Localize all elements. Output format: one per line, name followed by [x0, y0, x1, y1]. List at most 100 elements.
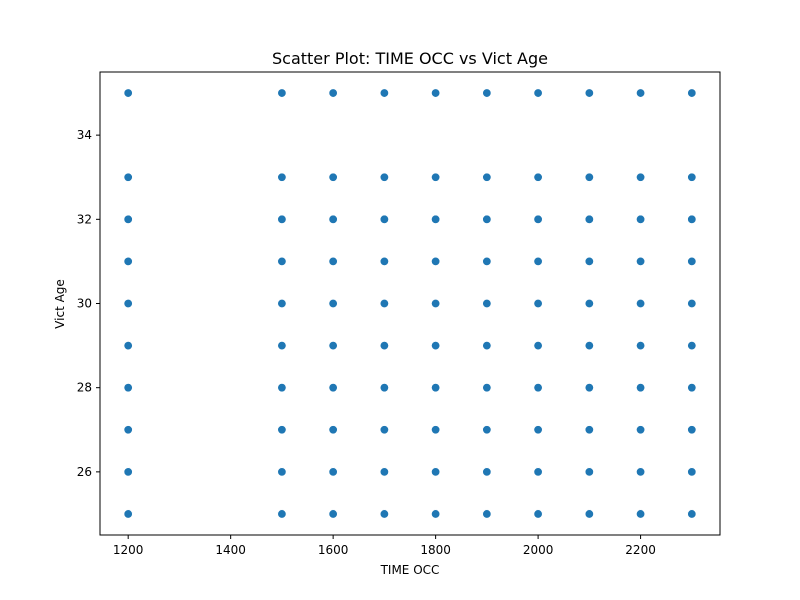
scatter-point: [482, 298, 492, 308]
x-tick-label: 1800: [420, 543, 451, 557]
scatter-point: [379, 88, 389, 98]
scatter-point: [482, 425, 492, 435]
scatter-point: [533, 88, 543, 98]
scatter-point: [379, 298, 389, 308]
scatter-point: [533, 383, 543, 393]
x-tick-label: 1400: [215, 543, 246, 557]
scatter-point: [277, 509, 287, 519]
scatter-point: [533, 172, 543, 182]
scatter-point: [687, 425, 697, 435]
scatter-point: [277, 383, 287, 393]
scatter-point: [584, 425, 594, 435]
scatter-point: [277, 425, 287, 435]
scatter-point: [431, 298, 441, 308]
scatter-point: [277, 298, 287, 308]
scatter-point: [431, 172, 441, 182]
scatter-point: [482, 341, 492, 351]
scatter-point: [687, 509, 697, 519]
scatter-point: [636, 509, 646, 519]
scatter-point: [636, 383, 646, 393]
y-tick-label: 32: [77, 212, 92, 226]
scatter-point: [328, 425, 338, 435]
scatter-point: [277, 88, 287, 98]
scatter-point: [431, 214, 441, 224]
scatter-point: [636, 256, 646, 266]
scatter-point: [328, 256, 338, 266]
scatter-point: [584, 383, 594, 393]
scatter-point: [482, 467, 492, 477]
scatter-point: [277, 341, 287, 351]
x-tick-label: 2000: [523, 543, 554, 557]
scatter-point: [123, 88, 133, 98]
scatter-point: [584, 298, 594, 308]
scatter-point: [533, 341, 543, 351]
scatter-point: [379, 172, 389, 182]
scatter-point: [123, 509, 133, 519]
scatter-point: [123, 298, 133, 308]
x-tick-label: 2200: [625, 543, 656, 557]
scatter-point: [584, 88, 594, 98]
scatter-point: [328, 298, 338, 308]
scatter-point: [687, 298, 697, 308]
scatter-point: [687, 214, 697, 224]
scatter-point: [533, 425, 543, 435]
y-axis-ticks: 26 28 30 32 34: [77, 128, 100, 479]
scatter-point: [533, 256, 543, 266]
scatter-point: [482, 214, 492, 224]
scatter-point: [431, 383, 441, 393]
x-tick-label: 1200: [113, 543, 144, 557]
scatter-point: [328, 88, 338, 98]
scatter-point: [482, 256, 492, 266]
scatter-point: [379, 425, 389, 435]
scatter-point: [636, 298, 646, 308]
scatter-point: [636, 88, 646, 98]
y-tick-label: 26: [77, 465, 92, 479]
scatter-point: [277, 467, 287, 477]
scatter-point: [379, 383, 389, 393]
scatter-point: [431, 425, 441, 435]
scatter-point: [584, 509, 594, 519]
scatter-point: [431, 467, 441, 477]
scatter-point: [482, 172, 492, 182]
scatter-point: [123, 214, 133, 224]
scatter-point: [431, 88, 441, 98]
scatter-point: [584, 172, 594, 182]
scatter-point: [379, 214, 389, 224]
x-tick-label: 1600: [318, 543, 349, 557]
y-tick-label: 30: [77, 297, 92, 311]
scatter-point: [482, 88, 492, 98]
axes-frame: [99, 71, 721, 536]
scatter-point: [687, 383, 697, 393]
scatter-point: [584, 256, 594, 266]
scatter-point: [636, 214, 646, 224]
scatter-point: [687, 256, 697, 266]
scatter-point: [277, 214, 287, 224]
scatter-point: [277, 172, 287, 182]
scatter-point: [123, 383, 133, 393]
scatter-point: [431, 509, 441, 519]
scatter-point: [687, 172, 697, 182]
y-axis-label: Vict Age: [53, 279, 67, 329]
scatter-point: [431, 341, 441, 351]
scatter-point: [328, 214, 338, 224]
scatter-point: [687, 341, 697, 351]
scatter-point: [584, 467, 594, 477]
scatter-point: [584, 214, 594, 224]
scatter-point: [636, 467, 646, 477]
scatter-point: [533, 467, 543, 477]
scatter-point: [277, 256, 287, 266]
y-tick-label: 28: [77, 381, 92, 395]
scatter-point: [431, 256, 441, 266]
scatter-point: [584, 341, 594, 351]
x-axis-label: TIME OCC: [380, 563, 440, 577]
scatter-point: [123, 341, 133, 351]
scatter-point: [328, 341, 338, 351]
chart-title: Scatter Plot: TIME OCC vs Vict Age: [272, 49, 548, 68]
scatter-point: [328, 467, 338, 477]
scatter-point: [328, 172, 338, 182]
y-tick-label: 34: [77, 128, 92, 142]
scatter-point: [533, 298, 543, 308]
scatter-point: [328, 509, 338, 519]
